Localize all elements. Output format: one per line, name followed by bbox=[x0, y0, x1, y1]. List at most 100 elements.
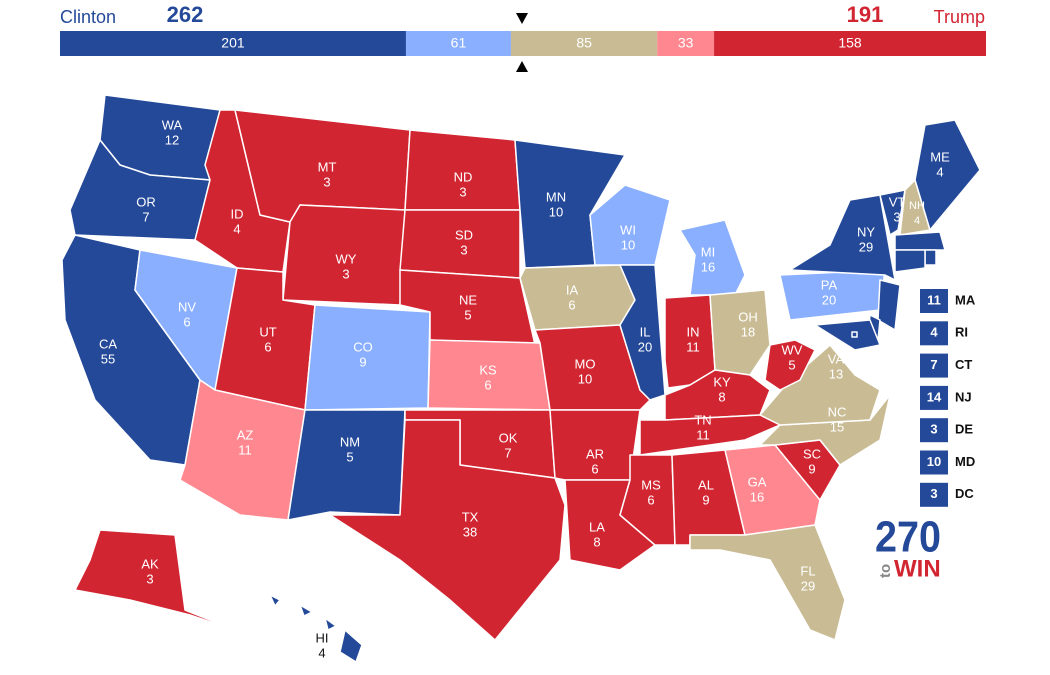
segment-label: 85 bbox=[576, 35, 592, 51]
state-abbr: LA bbox=[589, 519, 605, 534]
state-shape bbox=[74, 529, 241, 633]
state-abbr: OK bbox=[499, 430, 518, 445]
state-abbr: MT bbox=[318, 159, 337, 174]
state-abbr: ME bbox=[930, 149, 950, 164]
state-abbr: NV bbox=[178, 299, 196, 314]
state-votes: 8 bbox=[593, 534, 600, 549]
state-shape bbox=[894, 231, 946, 251]
states bbox=[61, 94, 981, 663]
state-abbr: IL bbox=[640, 324, 651, 339]
state-votes: 3 bbox=[342, 266, 349, 281]
state-votes: 6 bbox=[591, 461, 598, 476]
arrow-up bbox=[516, 61, 528, 72]
state-abbr: WV bbox=[782, 342, 803, 357]
state-shape bbox=[324, 617, 337, 631]
segment-label: 61 bbox=[451, 35, 467, 51]
state-votes: 4 bbox=[936, 164, 943, 179]
state-shape bbox=[329, 419, 566, 641]
callout-votes: 14 bbox=[927, 389, 942, 404]
state-votes: 20 bbox=[638, 339, 652, 354]
state-abbr: TN bbox=[694, 412, 711, 427]
callout-votes: 4 bbox=[930, 325, 938, 340]
state-votes: 4 bbox=[914, 215, 920, 227]
callout-votes: 11 bbox=[927, 292, 941, 307]
state-shape bbox=[814, 319, 881, 351]
state-votes: 10 bbox=[578, 371, 592, 386]
callout-box bbox=[920, 385, 948, 410]
bar-segment bbox=[405, 31, 511, 56]
state-abbr: VT bbox=[889, 194, 906, 209]
state-abbr: NE bbox=[459, 292, 477, 307]
callout-box bbox=[920, 450, 948, 475]
right-name: Trump bbox=[934, 7, 985, 27]
state-shape bbox=[851, 331, 858, 338]
state-shape bbox=[924, 249, 937, 266]
left-name: Clinton bbox=[60, 7, 116, 27]
state-votes: 29 bbox=[801, 578, 815, 593]
logo-number: 270 bbox=[875, 513, 941, 562]
callout-abbr: DE bbox=[955, 422, 973, 437]
callout-abbr: NJ bbox=[955, 389, 972, 404]
state-abbr: KY bbox=[713, 374, 731, 389]
callout-votes: 3 bbox=[930, 486, 937, 501]
state-votes: 15 bbox=[830, 419, 844, 434]
state-votes: 6 bbox=[484, 377, 491, 392]
state-abbr: VA bbox=[828, 351, 845, 366]
logo-to: to bbox=[877, 564, 894, 578]
state-votes: 38 bbox=[463, 524, 477, 539]
callout-box bbox=[920, 353, 948, 378]
state-votes: 16 bbox=[701, 259, 715, 274]
callout-abbr: MA bbox=[955, 292, 976, 307]
state-abbr: KS bbox=[479, 362, 497, 377]
state-shape bbox=[879, 189, 906, 236]
state-votes: 10 bbox=[621, 237, 635, 252]
logo: 270 to WIN bbox=[875, 513, 941, 583]
state-votes: 5 bbox=[788, 357, 795, 372]
callout-votes: 7 bbox=[930, 357, 937, 372]
arrow-down bbox=[516, 13, 528, 24]
state-abbr: NY bbox=[857, 224, 875, 239]
state-shape bbox=[282, 204, 406, 306]
state-abbr: MN bbox=[546, 189, 566, 204]
state-abbr: SD bbox=[455, 227, 473, 242]
state-shape bbox=[759, 344, 881, 426]
state-abbr: ND bbox=[454, 169, 473, 184]
state-votes: 11 bbox=[238, 442, 252, 457]
state-abbr: GA bbox=[748, 474, 767, 489]
bar-segment bbox=[657, 31, 715, 56]
state-abbr: AR bbox=[586, 446, 604, 461]
state-votes: 9 bbox=[359, 354, 366, 369]
state-abbr: OH bbox=[738, 309, 758, 324]
state-votes: 6 bbox=[647, 492, 654, 507]
segment-label: 33 bbox=[678, 35, 694, 51]
callout-abbr: MD bbox=[955, 454, 975, 469]
state-votes: 4 bbox=[233, 221, 240, 236]
callout-box bbox=[920, 418, 948, 443]
state-abbr: UT bbox=[259, 324, 276, 339]
state-shape bbox=[519, 264, 636, 331]
bar-segment bbox=[60, 31, 406, 56]
state-shape bbox=[724, 444, 821, 536]
state-labels: WA12OR7CA55NV6ID4MT3WY3UT6AZ11CO9NM5ND3S… bbox=[99, 117, 976, 660]
state-abbr: IN bbox=[687, 324, 700, 339]
callout-votes: 3 bbox=[930, 422, 937, 437]
callout-abbr: CT bbox=[955, 357, 972, 372]
state-votes: 29 bbox=[859, 239, 873, 254]
state-votes: 13 bbox=[829, 366, 843, 381]
state-votes: 9 bbox=[808, 461, 815, 476]
state-shape bbox=[877, 279, 901, 331]
state-abbr: HI bbox=[316, 630, 329, 645]
state-votes: 5 bbox=[346, 449, 353, 464]
state-votes: 3 bbox=[146, 571, 153, 586]
state-votes: 3 bbox=[460, 242, 467, 257]
state-votes: 7 bbox=[142, 209, 149, 224]
bar-segment bbox=[714, 31, 986, 56]
bar-segment bbox=[510, 31, 658, 56]
state-shape bbox=[299, 604, 313, 617]
segment-label: 201 bbox=[221, 35, 245, 51]
state-shape bbox=[914, 119, 981, 231]
state-abbr: AZ bbox=[237, 427, 254, 442]
state-votes: 55 bbox=[101, 351, 115, 366]
